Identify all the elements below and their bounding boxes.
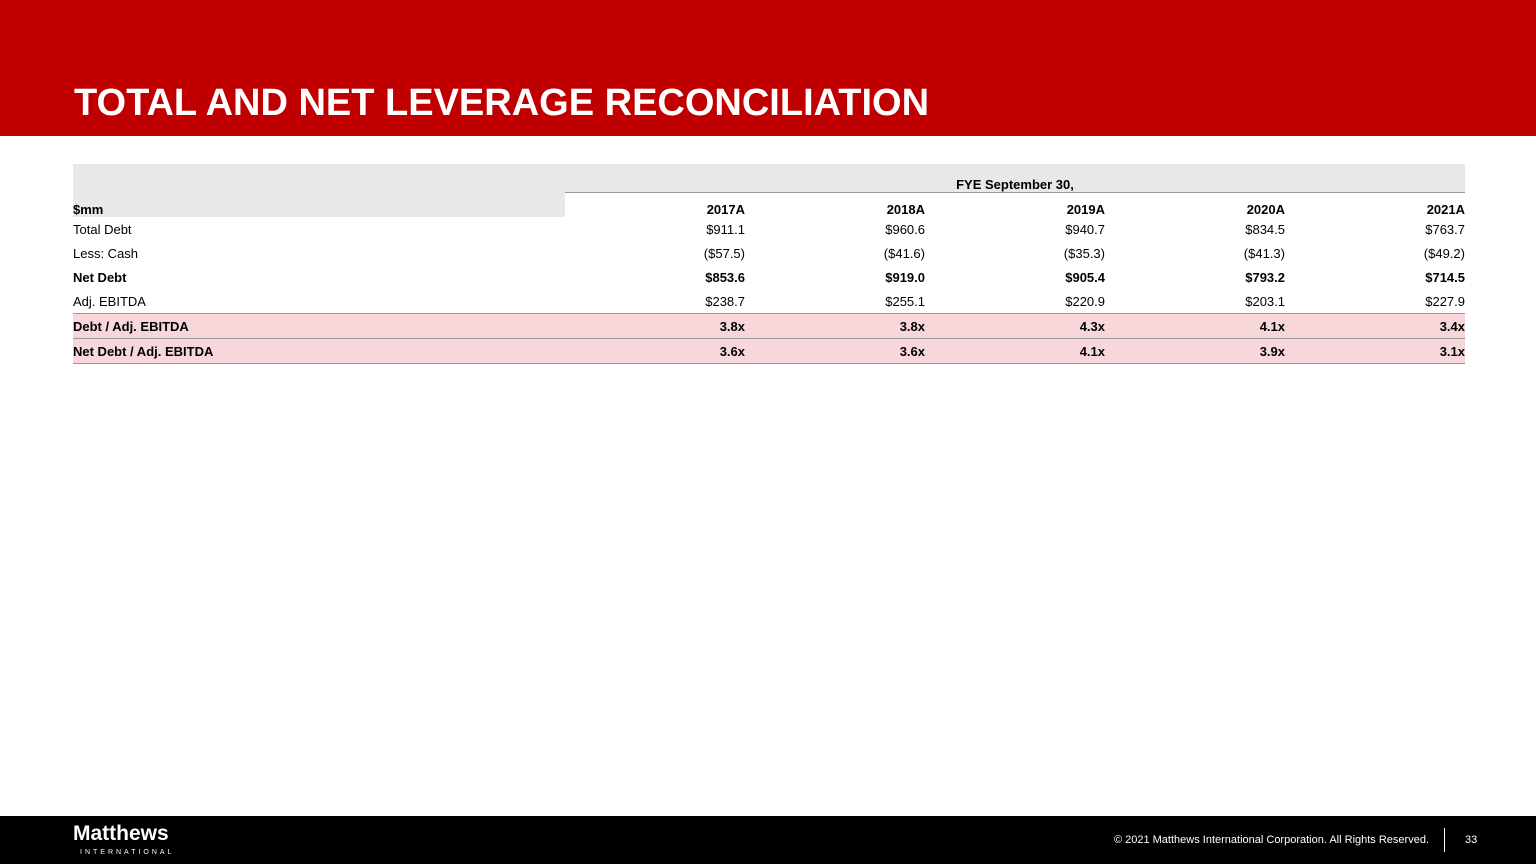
row: Adj. EBITDA $238.7 $255.1 $220.9 $203.1 $227.… [73,289,1465,314]
cell: Debt / Adj. EBITDA [73,313,565,339]
cell: 4.3x [925,313,1105,339]
header-row: FYE September 30, [73,164,1465,193]
cell: ($49.2) [1423,245,1465,261]
cell: 3.1x [1285,338,1465,364]
cell: $911.1 [706,221,745,237]
cell: $763.7 [1425,221,1465,237]
cell: $238.7 [705,293,745,309]
cell [73,164,565,193]
logo-sub: INTERNATIONAL [80,849,175,856]
cell: Net Debt [73,269,127,285]
column-header: 2019A [925,192,1105,217]
cell: 3.6x [745,338,925,364]
copyright: © 2021 Matthews International Corporatio… [1113,834,1429,846]
row: Net Debt / Adj. EBITDA 3.6x 3.6x 4.1x 3.9x 3.… [73,338,1465,364]
column-header: $mm [73,192,565,217]
title: TOTAL AND NET LEVERAGE RECONCILIATION [74,82,930,124]
cell: 4.1x [1105,313,1285,339]
cell: ($57.5) [703,245,745,261]
column-header: 2017A [565,192,745,217]
cell: $220.9 [1065,293,1105,309]
cell: ($41.6) [883,245,925,261]
separator [1444,828,1445,852]
cell: $853.6 [705,269,745,285]
cell: 3.9x [1105,338,1285,364]
column-header: 2018A [745,192,925,217]
row: Less: Cash ($57.5) ($41.6) ($35.3) ($41.3) ($… [73,241,1465,265]
column-header: 2020A [1105,192,1285,217]
row: Debt / Adj. EBITDA 3.8x 3.8x 4.3x 4.1x 3.4x [73,313,1465,339]
cell: Less: Cash [73,245,139,261]
cell: 3.8x [565,313,745,339]
column-header: 2021A [1285,192,1465,217]
cell: 3.6x [565,338,745,364]
cell: $793.2 [1245,269,1285,285]
group-header: FYE September 30, [565,164,1465,193]
cell: $919.0 [885,269,925,285]
cell: Net Debt / Adj. EBITDA [73,338,565,364]
cell: Total Debt [73,221,132,237]
cell: Adj. EBITDA [73,293,146,309]
cell: 3.8x [745,313,925,339]
cell: $203.1 [1245,293,1285,309]
row: Net Debt $853.6 $919.0 $905.4 $793.2 $714.5 [73,265,1465,289]
cell: $714.5 [1425,269,1465,285]
header-band: TOTAL AND NET LEVERAGE RECONCILIATION [0,0,1536,136]
cell: ($41.3) [1243,245,1285,261]
page-number: 33 [1465,834,1478,846]
footer: Matthews INTERNATIONAL © 2021 Matthews I… [0,816,1536,864]
cell: $255.1 [885,293,925,309]
cell: 3.4x [1285,313,1465,339]
cell: 4.1x [925,338,1105,364]
cell: $834.5 [1245,221,1285,237]
row: Total Debt $911.1 $960.6 $940.7 $834.5 $763.7 [73,217,1465,241]
cell: $905.4 [1065,269,1105,285]
leverage-table: FYE September 30, $mm 2017A 2018A 2019A 2020A… [73,164,1465,364]
logo: Matthews [73,822,169,845]
cell: $227.9 [1425,293,1465,309]
cell: $960.6 [885,221,925,237]
cell: ($35.3) [1063,245,1105,261]
cell: $940.7 [1065,221,1105,237]
header-row: $mm 2017A 2018A 2019A 2020A 2021A [73,192,1465,217]
